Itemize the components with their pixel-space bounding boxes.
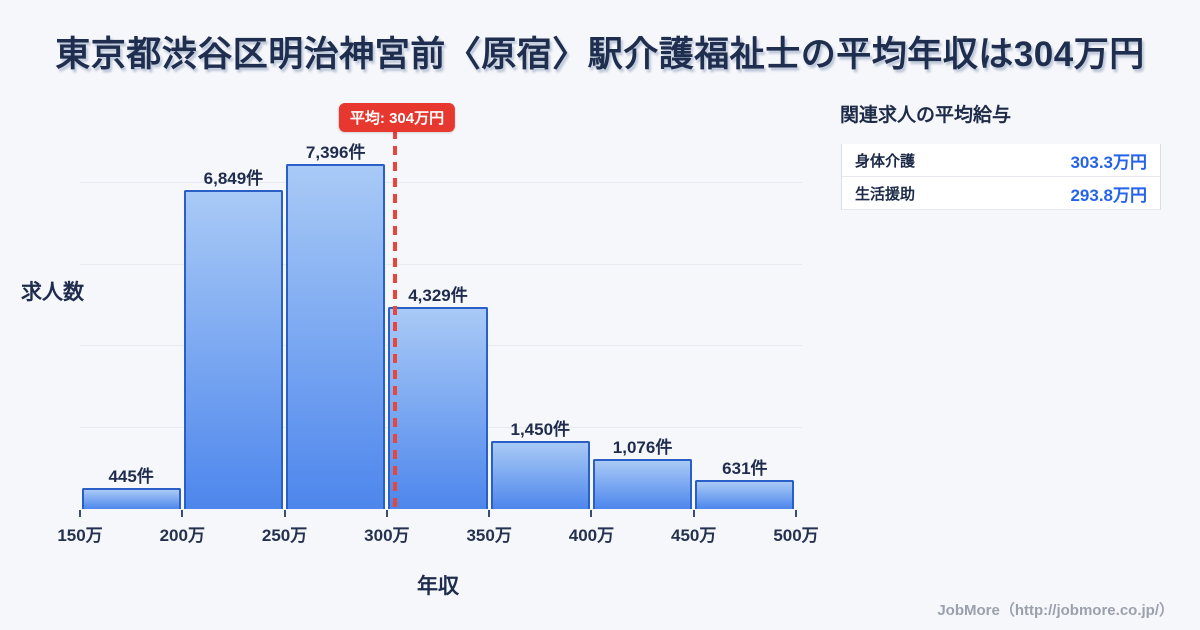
- x-tick-label: 250万: [261, 526, 308, 545]
- average-badge: 平均: 304万円: [338, 103, 456, 132]
- related-jobs-heading: 関連求人の平均給与: [840, 105, 1012, 126]
- footer-credit: JobMore（http://jobmore.co.jp/）: [937, 602, 1174, 619]
- x-tick-label: 500万: [773, 526, 819, 545]
- related-job-label: 身体介護: [855, 152, 916, 170]
- bar-value-label: 445件: [108, 467, 154, 487]
- x-tick-label: 350万: [466, 526, 512, 545]
- histogram-bar: [592, 458, 693, 509]
- bar-value-label: 7,396件: [305, 143, 366, 163]
- x-axis-label: 年収: [417, 575, 459, 598]
- histogram-bar: [388, 307, 488, 509]
- y-axis-label: 求人数: [21, 281, 84, 304]
- x-tick-mark: [79, 510, 81, 517]
- x-tick-label: 300万: [364, 526, 410, 545]
- x-tick-label: 450万: [671, 526, 717, 545]
- bar-value-label: 6,849件: [203, 168, 264, 188]
- related-jobs-table: 身体介護 303.3万円生活援助 293.8万円: [841, 144, 1161, 210]
- page-title: 東京都渋谷区明治神宮前〈原宿〉駅介護福祉士の平均年収は304万円: [55, 35, 1145, 74]
- bar-value-label: 631件: [722, 458, 768, 478]
- x-tick-mark: [283, 510, 286, 517]
- x-tick-label: 400万: [568, 526, 615, 545]
- gridline: [80, 263, 802, 265]
- histogram-bar: [183, 189, 284, 509]
- related-job-value: 293.8万円: [1070, 185, 1147, 205]
- x-tick-mark: [692, 510, 695, 517]
- related-job-row: 身体介護 303.3万円: [842, 144, 1160, 177]
- x-tick-mark: [590, 510, 593, 517]
- related-job-label: 生活援助: [855, 185, 916, 203]
- x-tick-mark: [181, 510, 184, 517]
- bar-value-label: 1,450件: [510, 420, 571, 440]
- gridline: [80, 181, 802, 183]
- x-tick-label: 200万: [159, 526, 205, 545]
- x-tick-mark: [795, 510, 797, 517]
- average-line: [393, 130, 398, 509]
- x-tick-label: 150万: [57, 526, 103, 545]
- bar-value-label: 4,329件: [408, 286, 468, 306]
- histogram-bar: [81, 488, 181, 509]
- x-tick-mark: [488, 510, 491, 517]
- x-tick-mark: [385, 510, 388, 517]
- related-job-row: 生活援助 293.8万円: [842, 177, 1160, 210]
- bar-value-label: 1,076件: [612, 437, 673, 457]
- histogram-bar: [490, 441, 590, 509]
- histogram-bar: [695, 479, 795, 509]
- histogram-bar: [286, 164, 386, 509]
- related-job-value: 303.3万円: [1070, 152, 1147, 172]
